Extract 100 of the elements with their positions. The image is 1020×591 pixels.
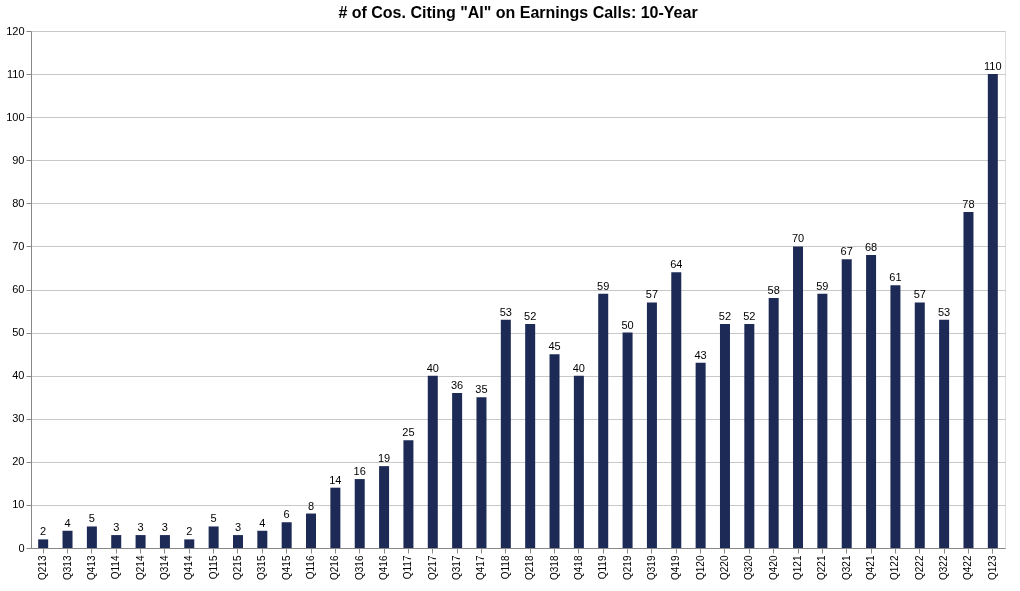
x-tick-label: Q320: [743, 555, 755, 580]
data-label: 6: [283, 508, 290, 521]
bar: [476, 397, 487, 548]
x-tick-label: Q418: [572, 555, 584, 580]
bar: [525, 323, 536, 548]
data-label: 40: [426, 361, 439, 374]
y-tick-label: 90: [12, 153, 25, 166]
data-label: 61: [889, 271, 902, 284]
x-tick-label: Q315: [256, 555, 268, 580]
x-tick-label: Q322: [938, 555, 950, 580]
data-label: 8: [307, 499, 315, 512]
x-tick-label: Q417: [475, 555, 487, 580]
data-label: 53: [938, 305, 951, 318]
y-tick-label: 60: [12, 283, 25, 295]
bar: [695, 362, 706, 548]
x-tick-label: Q221: [816, 555, 828, 580]
x-tick-label: Q215: [231, 555, 243, 580]
bar: [866, 255, 877, 548]
data-label: 4: [64, 516, 71, 529]
bar: [914, 302, 925, 548]
bar: [598, 293, 609, 548]
data-label: 52: [743, 309, 756, 322]
bar: [62, 530, 73, 548]
x-tick-label: Q115: [207, 555, 219, 580]
bar: [208, 526, 219, 548]
bar: [330, 487, 341, 548]
x-tick-label: Q117: [402, 555, 414, 580]
x-tick-label: Q116: [305, 555, 317, 580]
bar: [452, 392, 463, 548]
x-tick-label: Q419: [670, 555, 682, 580]
data-label: 3: [234, 521, 242, 534]
x-tick-label: Q114: [110, 555, 122, 580]
bar: [987, 74, 998, 548]
data-label: 5: [210, 512, 217, 525]
x-tick-label: Q120: [694, 555, 706, 580]
x-tick-label: Q219: [621, 555, 633, 580]
data-label: 25: [402, 426, 415, 439]
y-tick-label: 30: [12, 412, 25, 425]
data-label: 64: [670, 258, 683, 271]
bar: [306, 513, 317, 548]
x-tick-label: Q313: [61, 555, 73, 580]
bar: [232, 535, 243, 548]
data-label: 50: [621, 318, 634, 331]
x-tick-label: Q316: [353, 555, 365, 580]
bar: [817, 293, 828, 548]
x-tick-label: Q216: [329, 555, 341, 580]
x-tick-label: Q415: [280, 555, 292, 580]
data-label: 59: [816, 279, 829, 292]
bar: [841, 259, 852, 548]
bar: [793, 246, 804, 548]
data-label: 58: [767, 284, 780, 297]
y-tick-label: 50: [12, 326, 25, 339]
bar: [184, 539, 195, 548]
data-label: 16: [353, 465, 366, 478]
bar: [500, 319, 511, 548]
bar: [549, 354, 560, 548]
bar: [403, 440, 414, 548]
bar: [379, 466, 390, 548]
data-label: 57: [645, 288, 659, 301]
data-label: 40: [572, 361, 585, 374]
data-label: 36: [451, 378, 464, 391]
bar: [963, 211, 974, 548]
bar: [646, 302, 657, 548]
bar: [159, 535, 170, 548]
data-label: 110: [984, 60, 1002, 73]
bar: [354, 479, 365, 548]
y-tick-label: 110: [6, 67, 25, 80]
x-tick-label: Q421: [865, 555, 877, 580]
bar: [744, 323, 755, 548]
data-label: 2: [40, 525, 47, 538]
data-label: 43: [694, 348, 707, 361]
y-tick-label: 0: [18, 541, 25, 554]
y-tick-label: 10: [12, 498, 25, 511]
bar: [111, 535, 122, 548]
data-label: 2: [186, 525, 193, 538]
data-label: 68: [864, 241, 878, 254]
data-label: 3: [113, 521, 120, 534]
y-tick-label: 70: [12, 239, 25, 252]
bar: [939, 319, 950, 548]
data-label: 35: [475, 383, 488, 396]
data-label: 57: [913, 288, 926, 301]
x-tick-label: Q214: [134, 555, 146, 580]
x-tick-label: Q317: [451, 555, 463, 580]
data-label: 59: [597, 279, 610, 292]
x-tick-label: Q319: [645, 555, 657, 580]
x-tick-label: Q213: [37, 555, 49, 580]
x-tick-label: Q416: [378, 555, 390, 580]
data-label: 14: [329, 473, 342, 486]
bar: [768, 298, 779, 548]
y-tick-label: 20: [12, 455, 25, 468]
bar: [281, 522, 292, 548]
y-tick-label: 100: [6, 110, 25, 123]
x-tick-label: Q217: [426, 555, 438, 580]
x-tick-label: Q123: [986, 555, 998, 580]
data-label: 78: [962, 197, 975, 210]
data-label: 19: [377, 452, 391, 465]
bar: [257, 530, 268, 548]
data-label: 52: [718, 309, 732, 322]
y-tick-label: 80: [12, 196, 25, 209]
bar: [622, 332, 633, 548]
